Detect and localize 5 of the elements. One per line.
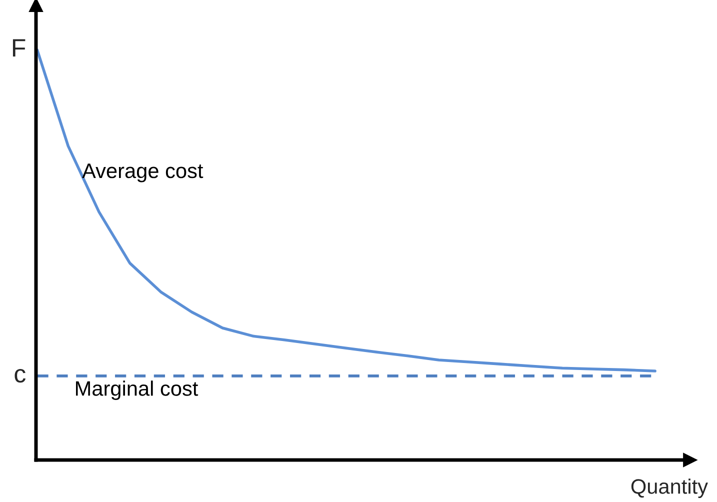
series-label: Marginal cost xyxy=(76,380,198,400)
text: F xyxy=(12,39,26,56)
x-axis-title: Quantity xyxy=(631,478,708,498)
text: c xyxy=(14,368,26,383)
series-label: Average cost xyxy=(82,164,204,182)
